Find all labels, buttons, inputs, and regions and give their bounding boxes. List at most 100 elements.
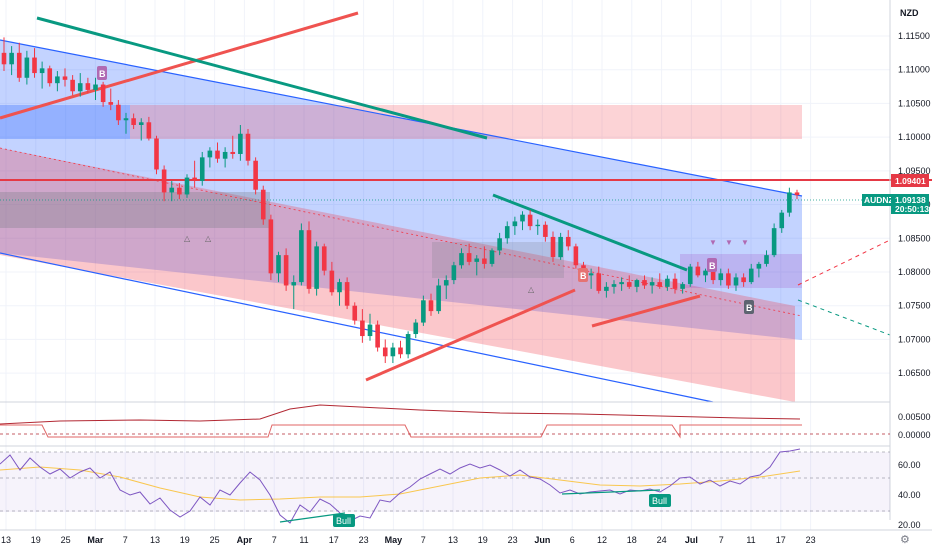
- buy-marker-4-label: B: [746, 303, 753, 313]
- candle: [93, 77, 98, 101]
- squeeze-line: [0, 424, 802, 439]
- candle: [291, 275, 297, 310]
- right-box: [680, 254, 802, 288]
- candle: [672, 273, 678, 294]
- channel-fill: [0, 40, 802, 340]
- candle: [489, 248, 495, 267]
- candle: [718, 268, 724, 286]
- candle: [260, 185, 266, 225]
- red-trendline-lower: [365, 288, 576, 382]
- time-tick: 6: [570, 535, 575, 545]
- projection-down: [797, 299, 891, 336]
- candle: [649, 277, 655, 294]
- bull-label-2-text: Bull: [652, 496, 667, 506]
- candle: [329, 261, 335, 296]
- indicator-pane: 0.00500 0.00000: [0, 401, 931, 440]
- time-tick: 24: [657, 535, 667, 545]
- time-tick: 11: [746, 535, 755, 545]
- candle: [703, 268, 708, 283]
- candle: [47, 65, 53, 87]
- candle: [787, 187, 792, 217]
- buy-marker-2-label: B: [580, 271, 587, 281]
- green-trendline-mid: [492, 193, 688, 272]
- candle: [642, 275, 647, 289]
- candle: [108, 88, 114, 111]
- level-tag-text: 1.09401: [895, 176, 926, 186]
- candle: [474, 255, 480, 276]
- candle: [543, 221, 548, 242]
- price-axis[interactable]: NZD 1.115001.110001.105001.100001.095001…: [862, 0, 931, 520]
- settings-gear-icon[interactable]: ⚙: [900, 534, 910, 546]
- time-tick: Mar: [87, 535, 104, 545]
- triangle-down-icon: ▼: [725, 238, 733, 247]
- time-tick: 23: [508, 535, 518, 545]
- price-tick: 1.10000: [898, 132, 931, 142]
- candle: [123, 112, 129, 134]
- time-tick: Apr: [237, 535, 253, 545]
- red-trendline-small: [591, 294, 701, 328]
- price-tick: 1.10500: [898, 98, 931, 108]
- projection-up: [797, 239, 891, 286]
- time-tick: 12: [597, 535, 607, 545]
- buy-marker-1: [97, 66, 107, 80]
- last-price-tag: [891, 194, 929, 214]
- rsi-tick: 40.00: [898, 490, 921, 500]
- candle: [77, 73, 83, 97]
- candle: [360, 309, 365, 343]
- price-tick: 1.07000: [898, 334, 931, 344]
- candle: [611, 280, 617, 294]
- time-tick: 11: [299, 535, 308, 545]
- candle: [382, 339, 388, 364]
- time-tick: 19: [180, 535, 190, 545]
- candle: [16, 42, 22, 82]
- price-tick: 1.08000: [898, 267, 931, 277]
- candle: [680, 282, 685, 294]
- time-axis[interactable]: 13 19 25 Mar 7 13 19 25 Apr 7 11 17 23 May 7 13 19 23 Jun 6…: [0, 529, 932, 546]
- candle: [230, 135, 236, 159]
- candle: [184, 174, 190, 198]
- time-tick: 19: [31, 535, 41, 545]
- candle: [573, 243, 579, 269]
- candle: [131, 113, 136, 130]
- candle: [146, 116, 152, 141]
- candle: [565, 230, 571, 251]
- candle: [520, 211, 525, 231]
- candle: [222, 147, 228, 168]
- candle: [276, 251, 281, 283]
- candle: [443, 275, 449, 299]
- candle: [619, 277, 624, 291]
- lower-channel-fill: [0, 148, 795, 402]
- candle: [512, 216, 518, 235]
- price-tick: 1.11000: [898, 65, 930, 75]
- candle: [413, 319, 419, 339]
- candle: [626, 275, 632, 289]
- candle: [436, 278, 441, 314]
- time-tick: 19: [478, 535, 488, 545]
- candle: [367, 313, 373, 341]
- triangle-up-icon: △: [205, 234, 212, 243]
- buy-marker-3: [707, 258, 717, 272]
- triangle-down-icon: ▼: [741, 238, 749, 247]
- bull-label-1: [333, 514, 355, 527]
- last-price-text: 1.09138: [895, 195, 926, 205]
- time-tick: 7: [272, 535, 277, 545]
- triangle-up-icon: △: [528, 285, 535, 294]
- bull-label-1-text: Bull: [336, 516, 351, 526]
- countdown-text: 20:50:13: [895, 204, 929, 214]
- price-tick: 1.09500: [898, 166, 931, 176]
- candle: [245, 129, 251, 166]
- rsi-tick: 20.00: [898, 520, 921, 530]
- chart-grid: [0, 0, 890, 530]
- triangle-up-icon: △: [184, 234, 191, 243]
- candle: [558, 232, 563, 260]
- time-tick: 7: [719, 535, 724, 545]
- signal-markers: B B B B △ △ △ ▼ ▼ ▼: [97, 66, 754, 314]
- time-tick: Jul: [685, 535, 698, 545]
- candle: [771, 223, 777, 258]
- candle: [756, 261, 762, 278]
- price-tick: 1.06500: [898, 368, 931, 378]
- candle: [504, 221, 510, 244]
- price-tick: 1.11500: [898, 31, 930, 41]
- time-tick: 7: [123, 535, 128, 545]
